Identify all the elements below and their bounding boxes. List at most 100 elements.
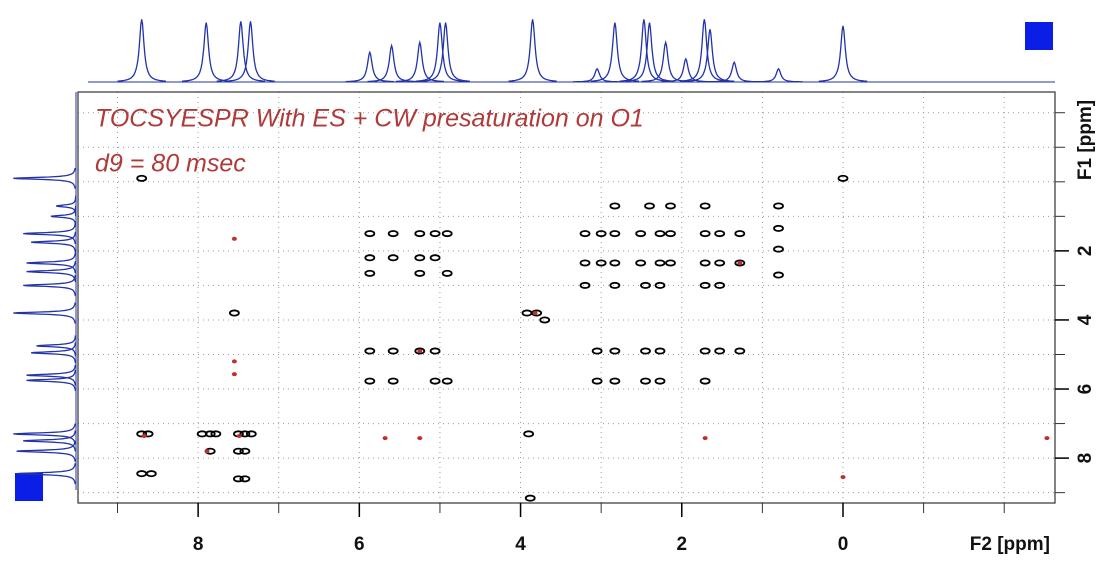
cross-peak: [231, 236, 237, 241]
cross-peak: [640, 347, 651, 355]
cross-peak: [773, 224, 784, 232]
cross-peak: [387, 347, 399, 355]
cross-peak: [654, 281, 666, 289]
blue-square: [1025, 22, 1053, 50]
chart-subtitle: d9 = 80 msec: [95, 150, 246, 178]
cross-peak: [609, 281, 621, 289]
blue-square: [15, 473, 43, 501]
cross-peak: [640, 377, 651, 385]
cross-peak: [714, 281, 726, 289]
y-tick-label: 6: [1075, 384, 1096, 395]
cross-peak: [591, 347, 603, 355]
cross-peak: [595, 230, 607, 238]
cross-peak: [595, 259, 607, 267]
cross-peak: [441, 377, 453, 385]
cross-peak: [245, 430, 257, 438]
cross-peak: [145, 470, 157, 478]
f2-projection-peak: [345, 50, 394, 83]
cross-peak: [609, 259, 621, 267]
cross-peak: [142, 430, 154, 438]
cross-peak: [364, 377, 376, 385]
cross-peak: [414, 230, 426, 238]
x-axis-label: F2 [ppm]: [970, 534, 1050, 555]
cross-peak: [714, 230, 726, 238]
f2-projection-peak: [367, 43, 416, 83]
f2-projection-peak: [216, 21, 266, 82]
f2-projection-peak: [818, 25, 868, 82]
x-tick-label: 4: [515, 534, 526, 555]
f2-projection-peak: [508, 19, 557, 82]
cross-peak: [429, 377, 441, 385]
f1-projection-peak: [26, 364, 76, 386]
cross-peak: [714, 347, 726, 355]
cross-peak: [654, 347, 666, 355]
f2-projection-peak: [661, 57, 710, 83]
f1-projection-peak: [13, 423, 76, 445]
cross-peak: [665, 259, 676, 267]
cross-peak: [609, 377, 621, 385]
cross-peak: [364, 347, 376, 355]
cross-peak: [441, 230, 453, 238]
cross-peak: [579, 281, 591, 289]
cross-peak: [665, 230, 676, 238]
f2-projection-peak: [572, 67, 622, 83]
cross-peak: [429, 254, 441, 262]
cross-peak: [231, 359, 237, 364]
cross-peak: [579, 230, 591, 238]
cross-peak: [136, 174, 148, 182]
cross-peak: [417, 436, 423, 441]
f1-projection-peak: [16, 440, 76, 462]
cross-peak: [734, 259, 746, 267]
cross-peak: [417, 349, 423, 354]
cross-peak: [239, 447, 251, 455]
cross-peak: [699, 202, 711, 210]
f2-projection-peak: [625, 22, 674, 82]
cross-peak: [609, 347, 621, 355]
f2-projection-peak: [117, 19, 166, 82]
cross-peak: [699, 347, 711, 355]
cross-peak: [654, 259, 666, 267]
cross-peak: [204, 430, 216, 438]
cross-peak: [644, 202, 655, 210]
f2-projection-peak: [619, 19, 669, 82]
cross-peak: [210, 430, 222, 438]
cross-peak: [635, 230, 647, 238]
f1-projection-peak: [13, 167, 76, 189]
y-tick-label: 2: [1075, 246, 1096, 257]
cross-peak: [714, 259, 726, 267]
f2-projection-peak: [226, 21, 275, 82]
cross-peak: [773, 245, 784, 253]
f2-projection-peak: [415, 22, 465, 82]
cross-peak: [387, 377, 399, 385]
cross-peak: [665, 202, 676, 210]
x-tick-label: 8: [193, 534, 204, 555]
cross-peak: [837, 174, 849, 182]
cross-peak: [654, 377, 666, 385]
cross-peak: [699, 377, 711, 385]
cross-peak: [204, 449, 210, 454]
cross-peak: [228, 309, 240, 317]
cross-peak: [231, 372, 237, 377]
cross-peak: [840, 475, 846, 480]
cross-peak: [387, 230, 399, 238]
cross-peak: [196, 430, 208, 438]
x-tick-label: 0: [838, 534, 849, 555]
cross-peak: [640, 281, 651, 289]
cross-peak: [382, 436, 388, 441]
y-axis-label: F1 [ppm]: [1075, 100, 1096, 180]
f1-projection-peak: [26, 370, 76, 391]
cross-peak: [364, 254, 376, 262]
f2-projection-peak: [421, 22, 470, 82]
cross-peak: [734, 347, 746, 355]
cross-peak: [532, 311, 538, 316]
cross-peak: [141, 433, 147, 438]
chart-title: TOCSYESPR With ES + CW presaturation on …: [95, 105, 644, 133]
cross-peak: [699, 259, 711, 267]
cross-peak: [233, 475, 244, 483]
cross-peak: [531, 309, 543, 317]
cross-peak: [654, 230, 666, 238]
cross-peak: [523, 430, 535, 438]
cross-peak: [737, 260, 743, 265]
